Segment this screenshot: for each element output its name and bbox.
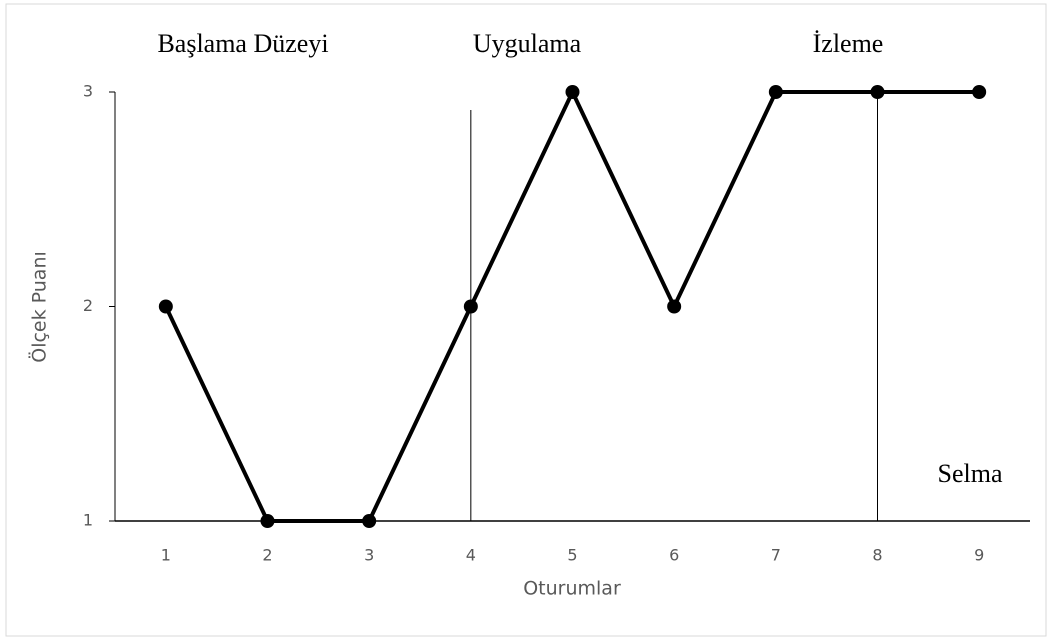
- data-point: [463, 299, 478, 314]
- data-point: [260, 514, 275, 528]
- x-tick-label: 3: [364, 546, 374, 565]
- data-point: [768, 85, 783, 99]
- x-tick-label: 2: [262, 546, 272, 565]
- y-tick-label: 3: [83, 82, 93, 101]
- x-tick-label: 8: [872, 546, 882, 565]
- x-tick-label: 4: [466, 546, 476, 565]
- x-tick-label: 9: [974, 546, 984, 565]
- x-axis-title: Oturumlar: [523, 578, 621, 600]
- data-point: [565, 85, 580, 99]
- y-tick-label: 2: [83, 296, 93, 315]
- y-axis-title: Ölçek Puanı: [28, 251, 51, 363]
- data-point: [870, 85, 885, 99]
- x-tick-label: 6: [669, 546, 679, 565]
- chart-border: [5, 3, 1047, 637]
- data-point: [158, 299, 173, 314]
- legend-label: Selma: [938, 459, 1003, 488]
- data-point: [362, 514, 377, 528]
- x-tick-label: 1: [161, 546, 171, 565]
- x-tick-label: 7: [771, 546, 781, 565]
- phase-label: Uygulama: [473, 29, 582, 58]
- y-tick-label: 1: [83, 511, 93, 530]
- phase-label: İzleme: [813, 29, 884, 58]
- phase-label: Başlama Düzeyi: [157, 29, 328, 58]
- x-tick-label: 5: [567, 546, 577, 565]
- data-point: [972, 85, 987, 99]
- data-point: [667, 299, 682, 314]
